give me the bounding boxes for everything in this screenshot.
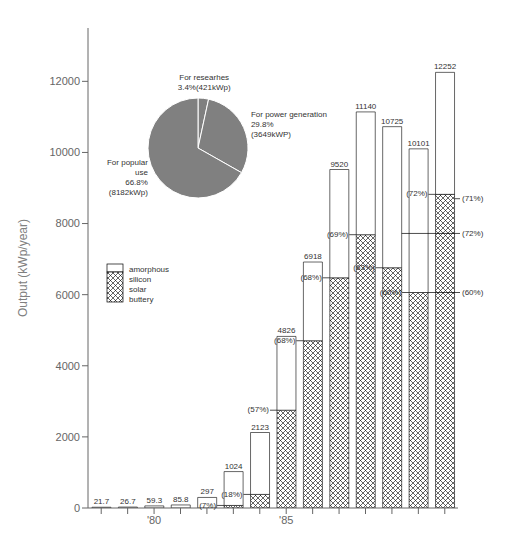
svg-text:0: 0: [74, 502, 80, 514]
svg-text:9520: 9520: [330, 160, 348, 169]
svg-text:10101: 10101: [407, 139, 430, 148]
svg-text:12000: 12000: [49, 75, 80, 87]
svg-text:(7%): (7%): [199, 501, 216, 510]
svg-text:(57%): (57%): [248, 405, 270, 414]
svg-text:(69%): (69%): [327, 230, 349, 239]
svg-text:10000: 10000: [49, 146, 80, 158]
svg-text:(68%): (68%): [300, 273, 322, 282]
svg-text:6918: 6918: [304, 252, 322, 261]
svg-text:8000: 8000: [56, 217, 80, 229]
svg-text:4826: 4826: [278, 326, 296, 335]
svg-text:(68%): (68%): [274, 336, 296, 345]
svg-text:(72%): (72%): [462, 229, 484, 238]
svg-text:26.7: 26.7: [120, 497, 136, 506]
svg-text:297: 297: [200, 487, 214, 496]
svg-text:2123: 2123: [251, 423, 269, 432]
svg-text:12252: 12252: [434, 62, 457, 71]
svg-text:(63%): (63%): [353, 263, 375, 272]
svg-text:4000: 4000: [56, 360, 80, 372]
svg-text:85.8: 85.8: [173, 495, 189, 504]
svg-text:11140: 11140: [355, 102, 377, 111]
svg-text:21.7: 21.7: [94, 497, 110, 506]
svg-text:For researhes3.4%(421kWp): For researhes3.4%(421kWp): [178, 73, 231, 92]
svg-text:amorphoussiliconsolarbuttery: amorphoussiliconsolarbuttery: [129, 265, 169, 304]
svg-text:'80: '80: [147, 514, 161, 526]
svg-text:59.3: 59.3: [147, 496, 163, 505]
svg-text:'85: '85: [279, 514, 293, 526]
svg-text:For power generation29.8%(3649: For power generation29.8%(3649kWP): [251, 110, 327, 139]
svg-text:6000: 6000: [56, 289, 80, 301]
svg-text:(71%): (71%): [462, 194, 484, 203]
svg-text:(60%): (60%): [462, 288, 484, 297]
svg-text:For popularuse66.8%(8182kWp): For popularuse66.8%(8182kWp): [107, 158, 148, 197]
svg-text:1024: 1024: [225, 462, 243, 471]
svg-text:Output (kWp/year): Output (kWp/year): [16, 219, 30, 317]
svg-text:(18%): (18%): [221, 490, 243, 499]
svg-text:2000: 2000: [56, 431, 80, 443]
svg-text:10725: 10725: [381, 117, 404, 126]
svg-text:(72%): (72%): [406, 189, 428, 198]
svg-text:(60%): (60%): [380, 288, 402, 297]
